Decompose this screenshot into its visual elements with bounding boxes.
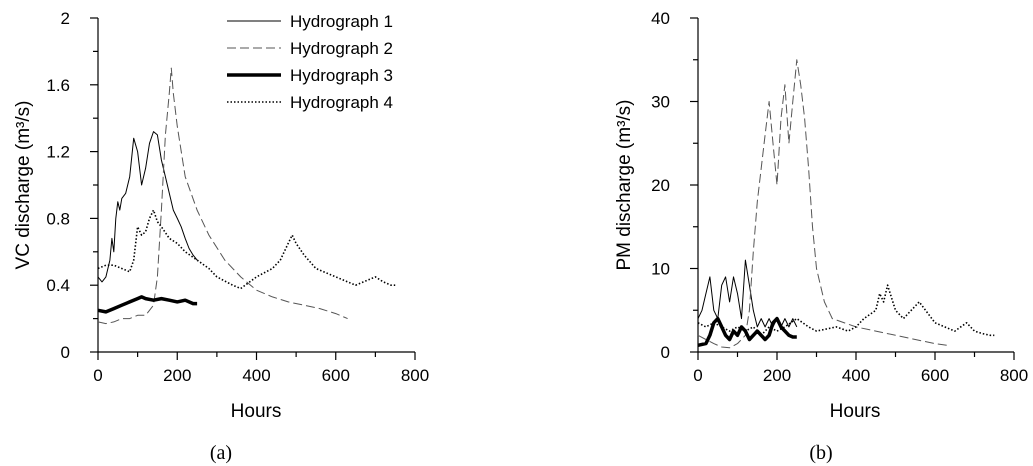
panel-b-series-hydrograph-1 xyxy=(697,259,798,328)
panel-a-x-tick-label: 200 xyxy=(163,366,191,385)
panel-a-y-tick-label: 2 xyxy=(61,9,70,28)
panel-b-caption: (b) xyxy=(809,442,832,464)
panel-a-series-hydrograph-3 xyxy=(97,295,198,314)
panel-b-y-tick-label: 20 xyxy=(651,176,670,195)
panel-b-x-axis-title: Hours xyxy=(830,401,881,422)
legend-label-hydrograph-1: Hydrograph 1 xyxy=(290,12,393,31)
panel-b-x-tick-label: 600 xyxy=(921,366,949,385)
panel-b-x-tick-label: 400 xyxy=(842,366,870,385)
panel-a-y-tick-label: 0 xyxy=(61,343,70,362)
panel-a-x-tick-label: 600 xyxy=(322,366,350,385)
panel-b-y-tick-label: 40 xyxy=(651,9,670,28)
panel-b-y-tick-label: 30 xyxy=(651,93,670,112)
panel-a-x-tick-label: 400 xyxy=(242,366,270,385)
panel-a-x-tick-label: 0 xyxy=(93,366,102,385)
panel-a-series-hydrograph-1 xyxy=(97,131,198,283)
panel-a-y-axis-title: VC discharge (m³/s) xyxy=(13,101,34,270)
legend-label-hydrograph-3: Hydrograph 3 xyxy=(290,66,393,85)
panel-b-y-tick-label: 10 xyxy=(651,260,670,279)
panel-a-y-tick-label: 0.8 xyxy=(46,209,70,228)
panel-a-y-tick-label: 1.6 xyxy=(46,76,70,95)
panel-a-caption: (a) xyxy=(210,442,232,464)
panel-b-y-tick-label: 0 xyxy=(661,343,670,362)
panel-a-x-tick-label: 800 xyxy=(401,366,429,385)
panel-b-x-tick-label: 200 xyxy=(763,366,791,385)
panel-a-series-hydrograph-2 xyxy=(97,67,348,325)
legend-label-hydrograph-4: Hydrograph 4 xyxy=(290,93,393,112)
panel-a-series-hydrograph-4 xyxy=(97,209,396,290)
panel-b-series-hydrograph-4 xyxy=(697,284,995,337)
panel-b-x-tick-label: 800 xyxy=(1000,366,1028,385)
panel-a-x-axis-title: Hours xyxy=(231,401,282,422)
panel-b-x-tick-label: 0 xyxy=(693,366,702,385)
panel-b-chart: 0 200 400 600 800 0 10 20 30 40 Hours PM dischar… xyxy=(614,9,1028,464)
panel-b-y-axis-title: PM discharge (m³/s) xyxy=(614,99,635,270)
panel-a-chart: 0 200 400 600 800 0 0.4 0.8 1.2 1.6 2 Hours VC di… xyxy=(13,9,429,464)
legend: Hydrograph 1 Hydrograph 2 Hydrograph 3 H… xyxy=(227,12,393,112)
panel-b-series-hydrograph-2 xyxy=(697,59,947,349)
panel-a-y-tick-label: 1.2 xyxy=(46,143,70,162)
legend-label-hydrograph-2: Hydrograph 2 xyxy=(290,39,393,58)
panel-b-series-hydrograph-3 xyxy=(697,316,797,348)
panel-a-y-tick-label: 0.4 xyxy=(46,276,70,295)
